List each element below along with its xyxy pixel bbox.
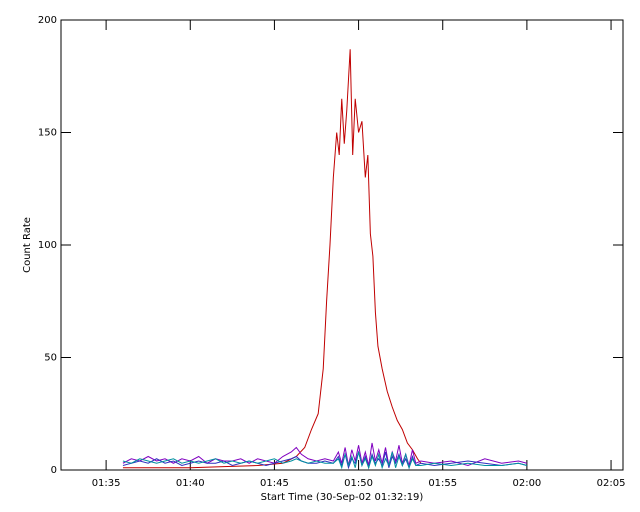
x-tick-label: 01:35 — [92, 478, 121, 489]
series-line — [122, 49, 422, 469]
y-tick-label: 50 — [44, 353, 57, 364]
x-tick-label: 01:45 — [260, 478, 289, 489]
x-axis-label: Start Time (30-Sep-02 01:32:19) — [261, 492, 424, 503]
x-tick-label: 02:00 — [512, 478, 541, 489]
x-tick-label: 01:50 — [344, 478, 373, 489]
y-tick-label: 0 — [51, 465, 57, 476]
series-line — [122, 451, 528, 470]
series-line — [122, 442, 528, 467]
x-tick-label: 01:55 — [428, 478, 457, 489]
y-tick-label: 150 — [38, 128, 57, 139]
y-axis-label: Count Rate — [22, 217, 33, 273]
x-tick-label: 01:40 — [176, 478, 205, 489]
y-tick-label: 200 — [38, 15, 57, 26]
y-tick-label: 100 — [38, 240, 57, 251]
plot-frame — [60, 19, 624, 471]
x-tick-label: 02:05 — [597, 478, 626, 489]
